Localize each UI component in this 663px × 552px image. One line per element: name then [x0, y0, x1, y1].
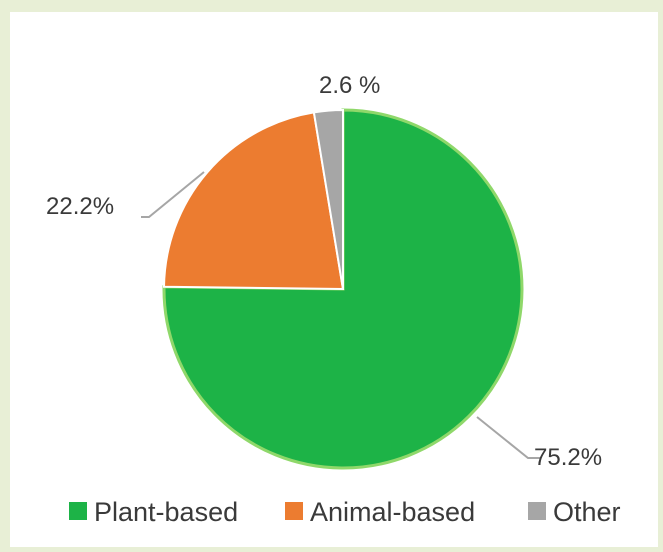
pie-slices [162, 108, 524, 470]
legend-swatch-animal-based [285, 502, 303, 520]
data-label-other: 2.6 % [319, 72, 380, 99]
leader-line-animal-based [141, 171, 205, 218]
data-label-plant-based: 75.2% [534, 444, 602, 471]
leader-lines [141, 171, 541, 459]
legend-label-other: Other [553, 497, 621, 527]
data-label-animal-based: 22.2% [46, 193, 114, 220]
slice-plant-based [162, 108, 524, 470]
legend-swatch-other [528, 502, 546, 520]
legend-label-animal-based: Animal-based [310, 497, 475, 527]
legend-swatch-plant-based [69, 502, 87, 520]
slice-animal-based [162, 111, 345, 291]
leader-line-plant-based [476, 416, 541, 459]
legend: Plant-based Animal-based Other [69, 497, 621, 527]
slice-other [312, 108, 344, 290]
legend-label-plant-based: Plant-based [94, 497, 238, 527]
